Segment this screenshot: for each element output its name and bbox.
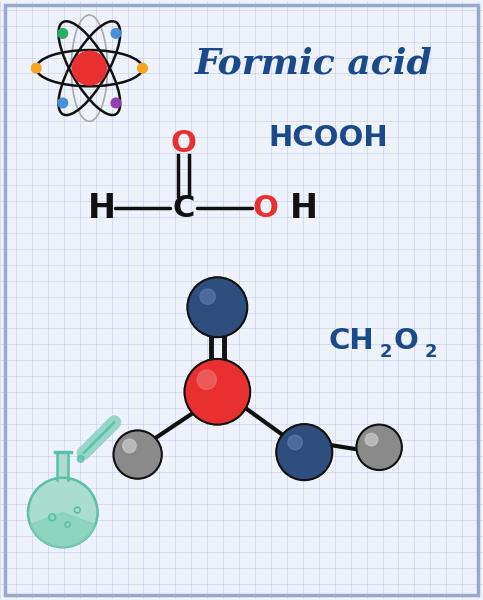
Polygon shape — [57, 452, 68, 479]
Circle shape — [187, 277, 247, 337]
Circle shape — [200, 289, 215, 304]
Text: 2: 2 — [379, 343, 392, 361]
Text: CH: CH — [328, 327, 374, 355]
Circle shape — [288, 435, 302, 450]
Circle shape — [58, 98, 68, 108]
Circle shape — [31, 64, 41, 73]
Circle shape — [185, 359, 250, 425]
Text: H: H — [87, 192, 115, 225]
Text: H: H — [290, 192, 318, 225]
Circle shape — [58, 29, 68, 38]
Wedge shape — [30, 512, 96, 547]
Text: HCOOH: HCOOH — [269, 124, 388, 152]
Circle shape — [28, 478, 98, 547]
Circle shape — [138, 64, 147, 73]
Text: C: C — [172, 194, 195, 223]
Circle shape — [111, 29, 121, 38]
Circle shape — [77, 455, 84, 462]
Circle shape — [123, 439, 136, 452]
Circle shape — [111, 98, 121, 108]
Text: Formic acid: Formic acid — [195, 46, 433, 80]
Text: O: O — [170, 128, 197, 158]
Circle shape — [276, 424, 332, 480]
Text: O: O — [394, 327, 419, 355]
Text: O: O — [253, 194, 279, 223]
Circle shape — [365, 433, 378, 446]
Circle shape — [72, 51, 106, 85]
Circle shape — [356, 425, 402, 470]
Text: 2: 2 — [425, 343, 438, 361]
Circle shape — [114, 430, 162, 479]
Circle shape — [197, 370, 216, 389]
